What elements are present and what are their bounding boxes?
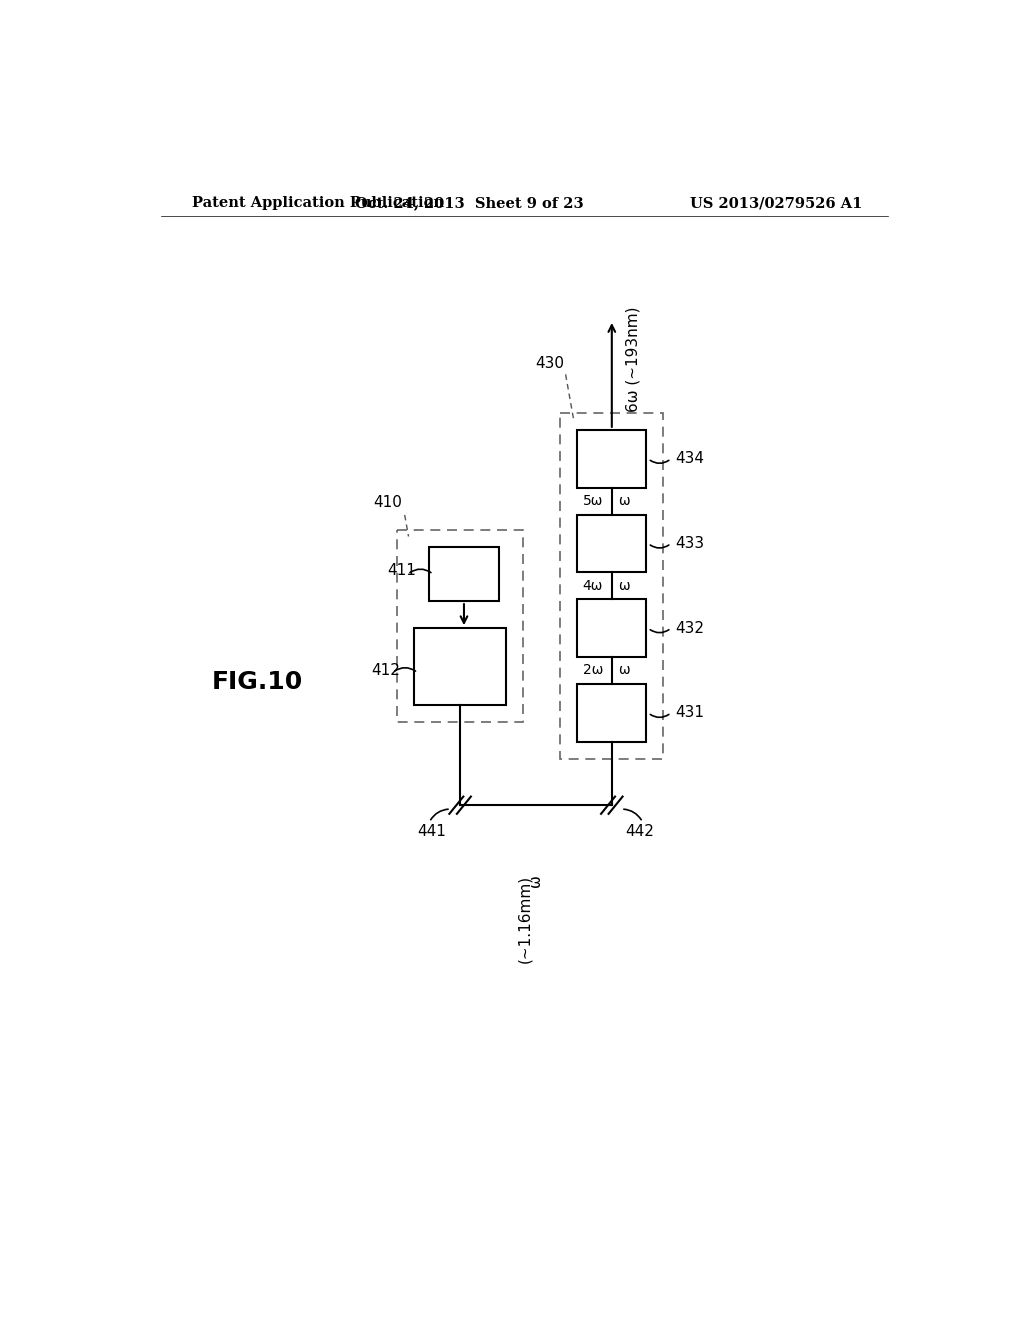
- Bar: [578, 430, 646, 487]
- Text: 431: 431: [676, 705, 705, 721]
- Bar: [560, 413, 664, 759]
- Text: ω: ω: [617, 578, 630, 593]
- Bar: [578, 684, 646, 742]
- Bar: [578, 599, 646, 657]
- Bar: [414, 628, 506, 705]
- Text: 5ω: 5ω: [583, 494, 603, 508]
- Text: Oct. 24, 2013  Sheet 9 of 23: Oct. 24, 2013 Sheet 9 of 23: [355, 197, 584, 210]
- Bar: [397, 531, 523, 722]
- Text: Patent Application Publication: Patent Application Publication: [193, 197, 444, 210]
- Text: ω: ω: [617, 664, 630, 677]
- Bar: [578, 515, 646, 573]
- Text: 432: 432: [676, 620, 705, 636]
- Text: 411: 411: [387, 562, 416, 578]
- Text: 442: 442: [626, 825, 654, 840]
- Text: 433: 433: [676, 536, 705, 550]
- Text: 4ω: 4ω: [583, 578, 603, 593]
- Text: 412: 412: [372, 663, 400, 678]
- Text: 441: 441: [418, 825, 446, 840]
- Text: ω: ω: [528, 874, 544, 887]
- Text: 434: 434: [676, 451, 705, 466]
- Text: ω: ω: [617, 494, 630, 508]
- Text: 2ω: 2ω: [583, 664, 603, 677]
- Text: US 2013/0279526 A1: US 2013/0279526 A1: [690, 197, 862, 210]
- Text: FIG.10: FIG.10: [212, 671, 303, 694]
- Text: 6ω (∼193nm): 6ω (∼193nm): [626, 306, 641, 412]
- Text: 430: 430: [536, 355, 564, 371]
- Text: (∼1.16mm): (∼1.16mm): [517, 874, 531, 962]
- Bar: [429, 548, 499, 601]
- Text: 410: 410: [374, 495, 402, 510]
